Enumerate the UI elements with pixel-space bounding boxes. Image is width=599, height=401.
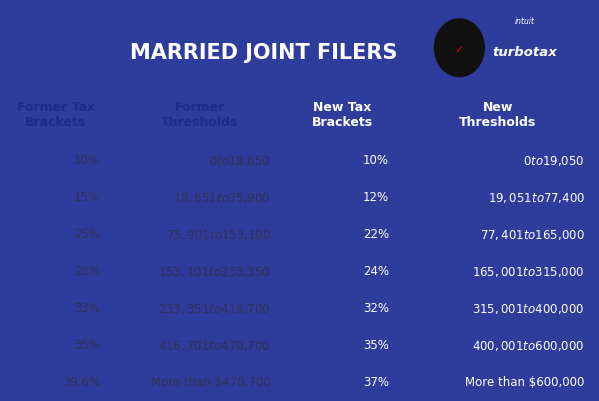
Text: 39.6%: 39.6% [63, 376, 100, 389]
Text: 32%: 32% [363, 302, 389, 315]
Text: More than $600,000: More than $600,000 [465, 376, 585, 389]
Text: 10%: 10% [74, 154, 100, 167]
Text: New
Thresholds: New Thresholds [459, 101, 537, 129]
Text: Former Tax
Brackets: Former Tax Brackets [17, 101, 95, 129]
Text: $75,901 to $153,100: $75,901 to $153,100 [166, 228, 271, 242]
Text: $416,701 to $470,700: $416,701 to $470,700 [158, 338, 271, 352]
Text: $19,051 to $77,400: $19,051 to $77,400 [488, 191, 585, 205]
Text: 10%: 10% [363, 154, 389, 167]
Text: More than $470,700: More than $470,700 [151, 376, 271, 389]
Text: Former
Thresholds: Former Thresholds [161, 101, 238, 129]
Text: 25%: 25% [74, 228, 100, 241]
Text: 37%: 37% [363, 376, 389, 389]
Text: $233,351 to $416,700: $233,351 to $416,700 [158, 302, 271, 316]
Text: $0 to $18,650: $0 to $18,650 [209, 154, 271, 168]
Text: 35%: 35% [363, 339, 389, 352]
Text: $18,651 to $75,900: $18,651 to $75,900 [173, 191, 271, 205]
Text: New Tax
Brackets: New Tax Brackets [312, 101, 373, 129]
Text: ✓: ✓ [455, 45, 464, 55]
Text: turbotax: turbotax [492, 46, 557, 59]
Text: $77,401 to $165,000: $77,401 to $165,000 [480, 228, 585, 242]
Text: $400,001 to $600,000: $400,001 to $600,000 [473, 338, 585, 352]
Text: 12%: 12% [363, 191, 389, 204]
Text: 28%: 28% [74, 265, 100, 278]
Ellipse shape [434, 19, 484, 77]
Text: 24%: 24% [363, 265, 389, 278]
Text: $0 to $19,050: $0 to $19,050 [524, 154, 585, 168]
Text: 33%: 33% [74, 302, 100, 315]
Text: $315,001 to $400,000: $315,001 to $400,000 [473, 302, 585, 316]
Text: 35%: 35% [74, 339, 100, 352]
Text: 22%: 22% [363, 228, 389, 241]
Text: intuit: intuit [515, 16, 535, 26]
Text: MARRIED JOINT FILERS: MARRIED JOINT FILERS [130, 43, 397, 63]
Text: $165,001 to $315,000: $165,001 to $315,000 [473, 265, 585, 279]
Text: 15%: 15% [74, 191, 100, 204]
Text: $153,101 to $233,350: $153,101 to $233,350 [158, 265, 271, 279]
